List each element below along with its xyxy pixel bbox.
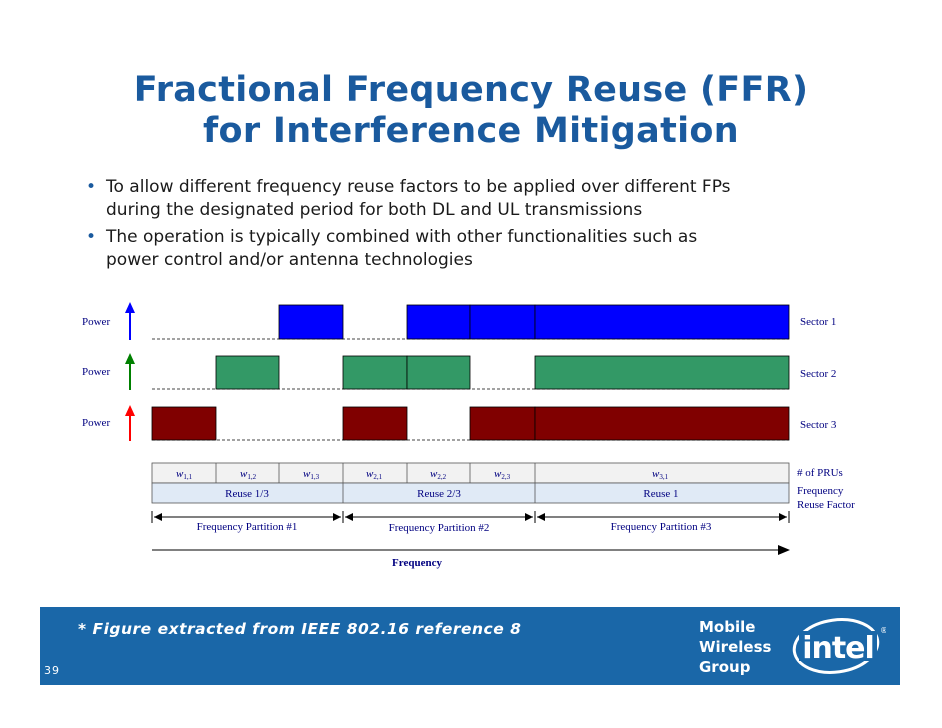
block — [534, 355, 790, 390]
w-cell: w1,2 — [240, 468, 257, 481]
reuse-row: Reuse 1/3 Reuse 2/3 Reuse 1 Frequency Re… — [151, 482, 855, 511]
reuse-cell: Reuse 2/3 — [417, 488, 461, 500]
block — [469, 304, 536, 340]
power-label: Power — [82, 366, 110, 378]
power-label: Power — [82, 417, 110, 429]
w-cell: w2,2 — [430, 468, 447, 481]
bullet-text-line: The operation is typically combined with… — [106, 227, 698, 247]
block — [534, 406, 790, 441]
block — [215, 355, 280, 390]
page-number: 39 — [44, 664, 60, 677]
prus-label: # of PRUs — [797, 467, 843, 479]
group-line: Group — [699, 658, 751, 676]
sector-3-row: Power Sector 3 — [82, 405, 837, 441]
sector-label: Sector 1 — [800, 316, 836, 328]
title-line-1: Fractional Frequency Reuse (FFR) — [133, 70, 809, 110]
svg-text:intel: intel — [802, 631, 874, 666]
footnote: * Figure extracted from IEEE 802.16 refe… — [78, 620, 522, 638]
sector-label: Sector 3 — [800, 419, 837, 431]
partition-label: Frequency Partition #3 — [611, 521, 712, 533]
frequency-axis: Frequency — [152, 545, 790, 569]
power-arrow-icon — [125, 405, 135, 441]
power-label: Power — [82, 316, 110, 328]
bullet-item: • The operation is typically combined wi… — [84, 226, 884, 271]
group-line: Mobile — [699, 618, 756, 636]
block — [406, 355, 471, 390]
bullet-dot-icon: • — [86, 227, 97, 247]
bullet-text-line: To allow different frequency reuse facto… — [106, 177, 731, 197]
w-cell: w1,3 — [303, 468, 320, 481]
w-row: w1,1 w1,2 w1,3 w2,1 w2,2 w2,3 w3,1 # of … — [151, 462, 843, 484]
block — [534, 304, 790, 340]
reuse-cell: Reuse 1/3 — [225, 488, 269, 500]
bullet-text-line: power control and/or antenna technologie… — [106, 249, 473, 270]
w-cell: w1,1 — [176, 468, 193, 481]
partition-label: Frequency Partition #2 — [389, 522, 490, 534]
block — [342, 406, 408, 441]
w-cell: w2,3 — [494, 468, 511, 481]
w-cell: w2,1 — [366, 468, 383, 481]
mobile-wireless-group-text: Mobile Wireless Group — [699, 617, 771, 677]
block — [406, 304, 471, 340]
intel-logo-icon: intel ® — [792, 618, 886, 674]
reuse-row-box — [151, 482, 790, 504]
partition-label: Frequency Partition #1 — [197, 521, 298, 533]
ffr-diagram: Power Sector 1 Power Sector 2 Power — [82, 302, 855, 569]
reuse-factor-label: Reuse Factor — [797, 499, 855, 511]
sector-1-row: Power Sector 1 — [82, 302, 836, 340]
power-arrow-icon — [125, 302, 135, 340]
frequency-axis-label: Frequency — [392, 557, 442, 569]
block — [278, 304, 344, 340]
sector-label: Sector 2 — [800, 368, 836, 380]
svg-text:®: ® — [880, 626, 886, 635]
bullet-list: • To allow different frequency reuse fac… — [84, 176, 884, 276]
title-line-2: for Interference Mitigation — [203, 111, 739, 151]
slide-title: Fractional Frequency Reuse (FFR) for Int… — [0, 70, 942, 152]
w-cell: w3,1 — [652, 468, 669, 481]
block — [151, 406, 217, 441]
bullet-item: • To allow different frequency reuse fac… — [84, 176, 884, 221]
partition-arrows: Frequency Partition #1 Frequency Partiti… — [151, 511, 790, 534]
sector-2-row: Power Sector 2 — [82, 353, 836, 390]
bullet-dot-icon: • — [86, 177, 97, 197]
arrow-right-icon — [778, 545, 790, 555]
block — [469, 406, 536, 441]
block — [342, 355, 408, 390]
group-line: Wireless — [699, 638, 772, 656]
bullet-text-line: during the designated period for both DL… — [106, 199, 643, 220]
footer-bar — [40, 607, 900, 685]
power-arrow-icon — [125, 353, 135, 390]
reuse-cell: Reuse 1 — [643, 488, 678, 500]
reuse-factor-label: Frequency — [797, 485, 844, 497]
